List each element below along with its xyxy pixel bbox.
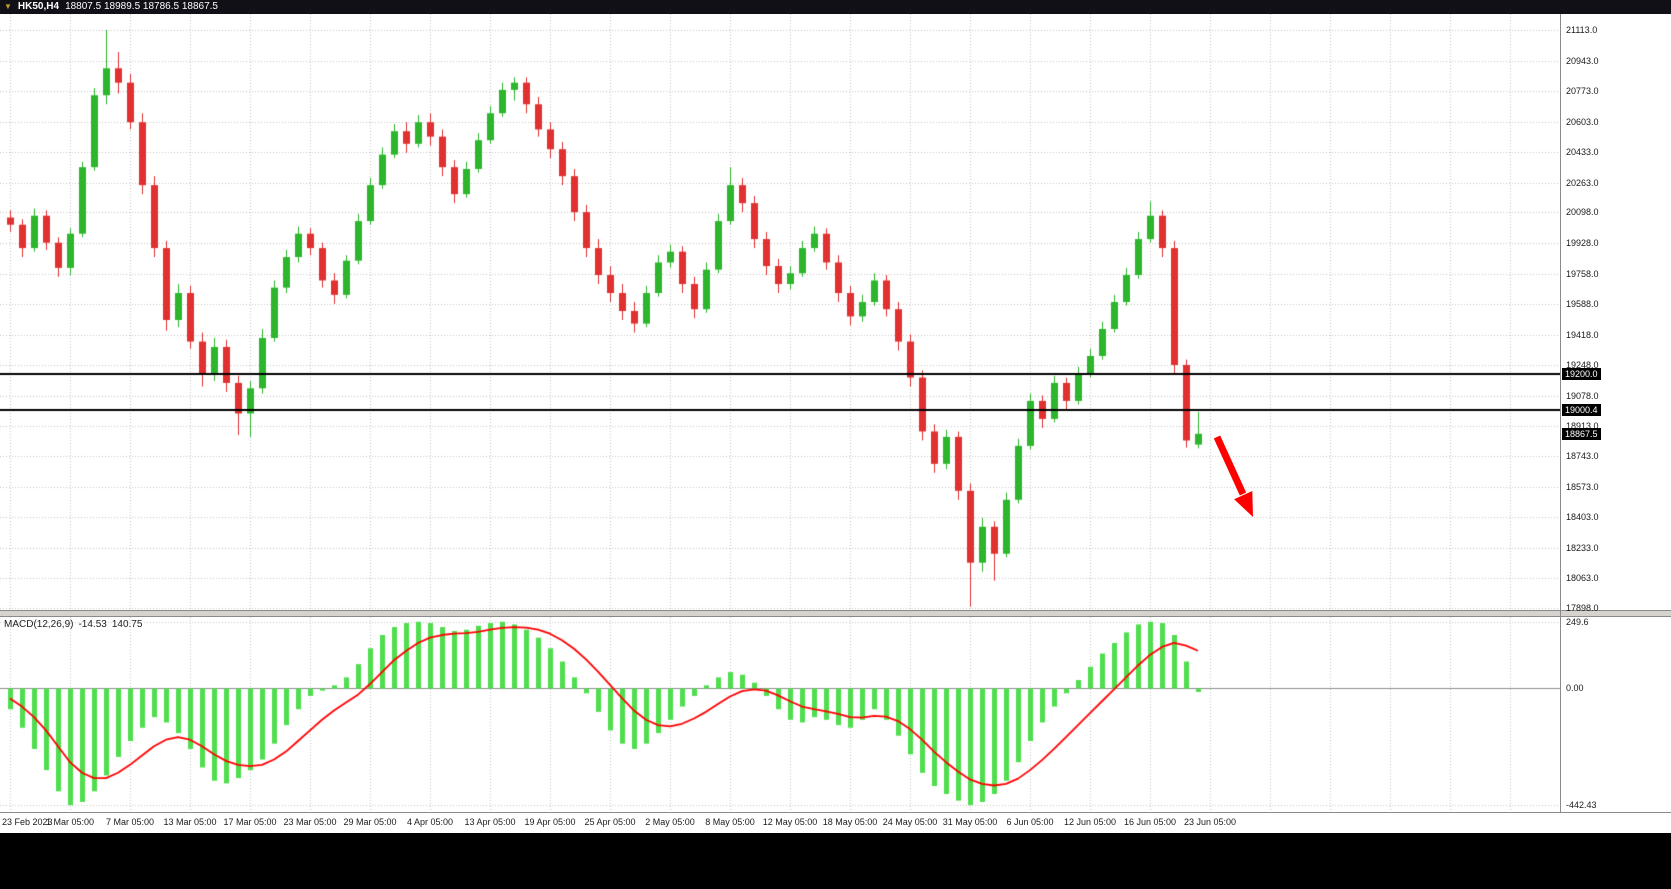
price-line-tag: 19200.0 <box>1562 367 1601 380</box>
price-axis-label: 18063.0 <box>1566 573 1599 584</box>
price-axis-label: 18743.0 <box>1566 451 1599 462</box>
macd-axis-label: -442.43 <box>1566 800 1597 811</box>
time-axis-label: 23 Feb 2023 <box>2 817 53 827</box>
macd-name: MACD(12,26,9) <box>4 619 74 630</box>
time-axis-label: 13 Mar 05:00 <box>163 817 217 827</box>
current-price-tag: 18867.5 <box>1562 427 1601 440</box>
bottom-panel <box>0 833 1671 889</box>
price-axis-label: 20943.0 <box>1566 55 1599 66</box>
price-axis[interactable]: 21113.0 20943.0 20773.0 20603.0 20433.0 20263… <box>1561 14 1671 614</box>
symbol-marker-icon: ▼ <box>4 2 12 11</box>
time-axis-label: 1 Mar 05:00 <box>45 817 95 827</box>
price-axis-label: 19078.0 <box>1566 390 1599 401</box>
time-axis[interactable]: 23 Feb 2023 1 Mar 05:00 7 Mar 05:00 13 Mar … <box>0 812 1671 833</box>
price-axis-label: 19418.0 <box>1566 329 1599 340</box>
time-axis-label: 18 May 05:00 <box>822 817 878 827</box>
time-axis-label: 19 Apr 05:00 <box>524 817 576 827</box>
price-axis-label: 20773.0 <box>1566 86 1599 97</box>
chart-title-bar[interactable]: ▼ HK50,H4 18807.5 18989.5 18786.5 18867.… <box>0 0 1671 14</box>
macd-main-value: -14.53 <box>78 619 107 630</box>
price-axis-label: 19588.0 <box>1566 299 1599 310</box>
time-axis-label: 8 May 05:00 <box>705 817 755 827</box>
price-axis-label: 18573.0 <box>1566 481 1599 492</box>
price-axis-border <box>1560 14 1561 812</box>
time-axis-label: 24 May 05:00 <box>882 817 938 827</box>
time-axis-label: 23 Jun 05:00 <box>1183 817 1237 827</box>
price-chart-canvas[interactable] <box>0 14 1560 610</box>
ohlc-values-label: 18807.5 18989.5 18786.5 18867.5 <box>65 1 218 12</box>
price-axis-label: 19928.0 <box>1566 238 1599 249</box>
time-axis-label: 16 Jun 05:00 <box>1123 817 1177 827</box>
price-axis-label: 18233.0 <box>1566 542 1599 553</box>
time-axis-label: 12 Jun 05:00 <box>1063 817 1117 827</box>
price-axis-label: 19248.0 <box>1566 360 1599 371</box>
price-axis-label: 21113.0 <box>1566 25 1598 35</box>
symbol-period-label: HK50,H4 <box>17 1 60 12</box>
trend-arrow-annotation <box>1213 435 1253 517</box>
price-axis-label: 20098.0 <box>1566 207 1599 218</box>
time-axis-label: 23 Mar 05:00 <box>283 817 337 827</box>
price-axis-label: 17898.0 <box>1566 603 1599 614</box>
time-axis-label: 25 Apr 05:00 <box>584 817 636 827</box>
time-axis-label: 13 Apr 05:00 <box>464 817 516 827</box>
panel-splitter[interactable] <box>0 610 1671 617</box>
macd-signal-value: 140.75 <box>111 619 143 630</box>
time-axis-label: 6 Jun 05:00 <box>1006 817 1054 827</box>
macd-axis-label: 0.00 <box>1566 683 1584 693</box>
price-axis-label: 20433.0 <box>1566 147 1599 158</box>
price-axis-label: 19758.0 <box>1566 268 1599 279</box>
macd-axis-label: 249.6 <box>1566 616 1589 627</box>
time-axis-label: 2 May 05:00 <box>645 817 695 827</box>
time-axis-label: 7 Mar 05:00 <box>105 817 155 827</box>
price-axis-label: 20603.0 <box>1566 116 1599 127</box>
price-axis-label: 18403.0 <box>1566 512 1599 523</box>
price-axis-label: 18913.0 <box>1566 420 1599 431</box>
time-axis-label: 12 May 05:00 <box>762 817 818 827</box>
chart-area: MACD(12,26,9) -14.53 140.75 21113.0 20943.0… <box>0 14 1671 833</box>
macd-axis[interactable]: 249.6 0.00 -442.43 <box>1561 617 1671 812</box>
time-axis-label: 29 Mar 05:00 <box>343 817 397 827</box>
time-axis-label: 17 Mar 05:00 <box>223 817 277 827</box>
macd-chart-canvas[interactable] <box>0 617 1560 812</box>
price-axis-label: 20263.0 <box>1566 177 1599 188</box>
price-line-tag: 19000.4 <box>1562 403 1601 416</box>
macd-indicator-label: MACD(12,26,9) -14.53 140.75 <box>4 619 147 630</box>
time-axis-label: 31 May 05:00 <box>942 817 998 827</box>
time-axis-label: 4 Apr 05:00 <box>406 817 454 827</box>
